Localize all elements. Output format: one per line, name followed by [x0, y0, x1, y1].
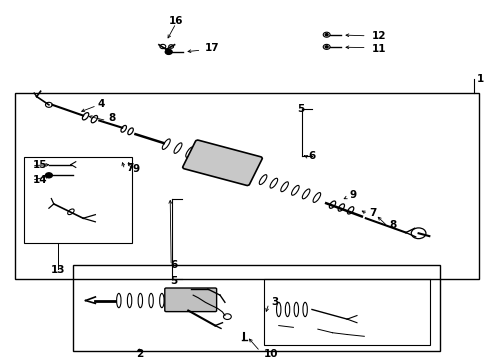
- Ellipse shape: [347, 207, 353, 214]
- Text: 7: 7: [368, 208, 376, 218]
- Text: 11: 11: [371, 44, 386, 54]
- Text: 3: 3: [271, 297, 278, 307]
- Text: 13: 13: [50, 265, 65, 275]
- Ellipse shape: [312, 193, 320, 202]
- Text: 1: 1: [476, 74, 483, 84]
- Ellipse shape: [291, 185, 299, 195]
- Ellipse shape: [269, 178, 277, 188]
- Text: 4: 4: [98, 99, 105, 109]
- Circle shape: [325, 46, 327, 48]
- Circle shape: [165, 49, 172, 54]
- Text: 5: 5: [297, 104, 304, 114]
- Ellipse shape: [121, 125, 126, 132]
- Polygon shape: [137, 349, 141, 351]
- Ellipse shape: [259, 175, 266, 185]
- Ellipse shape: [209, 155, 217, 165]
- Text: 6: 6: [307, 150, 315, 161]
- Ellipse shape: [82, 113, 88, 120]
- Ellipse shape: [285, 302, 289, 317]
- Ellipse shape: [232, 163, 240, 173]
- Ellipse shape: [280, 182, 288, 192]
- Bar: [73, 265, 439, 351]
- Bar: [24, 157, 132, 243]
- Circle shape: [325, 33, 327, 36]
- Text: 17: 17: [204, 43, 219, 53]
- Text: 14: 14: [33, 175, 48, 185]
- Ellipse shape: [302, 302, 306, 317]
- Bar: [264, 279, 429, 345]
- Text: 9: 9: [132, 164, 139, 174]
- Text: 6: 6: [170, 260, 177, 270]
- Text: 8: 8: [389, 220, 396, 230]
- Text: 9: 9: [349, 190, 356, 200]
- FancyBboxPatch shape: [183, 140, 262, 185]
- Ellipse shape: [159, 293, 163, 308]
- Ellipse shape: [197, 151, 205, 161]
- Ellipse shape: [338, 204, 344, 211]
- Ellipse shape: [91, 116, 97, 123]
- Ellipse shape: [185, 147, 193, 157]
- Ellipse shape: [148, 293, 153, 308]
- Text: 7: 7: [126, 163, 133, 173]
- Ellipse shape: [127, 128, 133, 135]
- Ellipse shape: [302, 189, 309, 199]
- FancyBboxPatch shape: [164, 288, 216, 312]
- Text: 2: 2: [136, 349, 142, 359]
- Bar: [15, 93, 478, 279]
- Ellipse shape: [276, 302, 280, 317]
- Ellipse shape: [174, 143, 182, 153]
- Ellipse shape: [127, 293, 132, 308]
- Text: 16: 16: [168, 17, 183, 27]
- Ellipse shape: [221, 159, 228, 169]
- Text: 8: 8: [108, 113, 116, 123]
- Text: 12: 12: [371, 31, 386, 41]
- Ellipse shape: [162, 139, 170, 149]
- Text: 15: 15: [33, 159, 48, 170]
- Text: 5: 5: [170, 276, 177, 286]
- Circle shape: [45, 173, 52, 178]
- Ellipse shape: [329, 201, 335, 208]
- Ellipse shape: [138, 293, 142, 308]
- Text: 10: 10: [264, 349, 278, 359]
- Ellipse shape: [116, 293, 121, 308]
- Ellipse shape: [294, 302, 298, 317]
- Ellipse shape: [67, 209, 74, 215]
